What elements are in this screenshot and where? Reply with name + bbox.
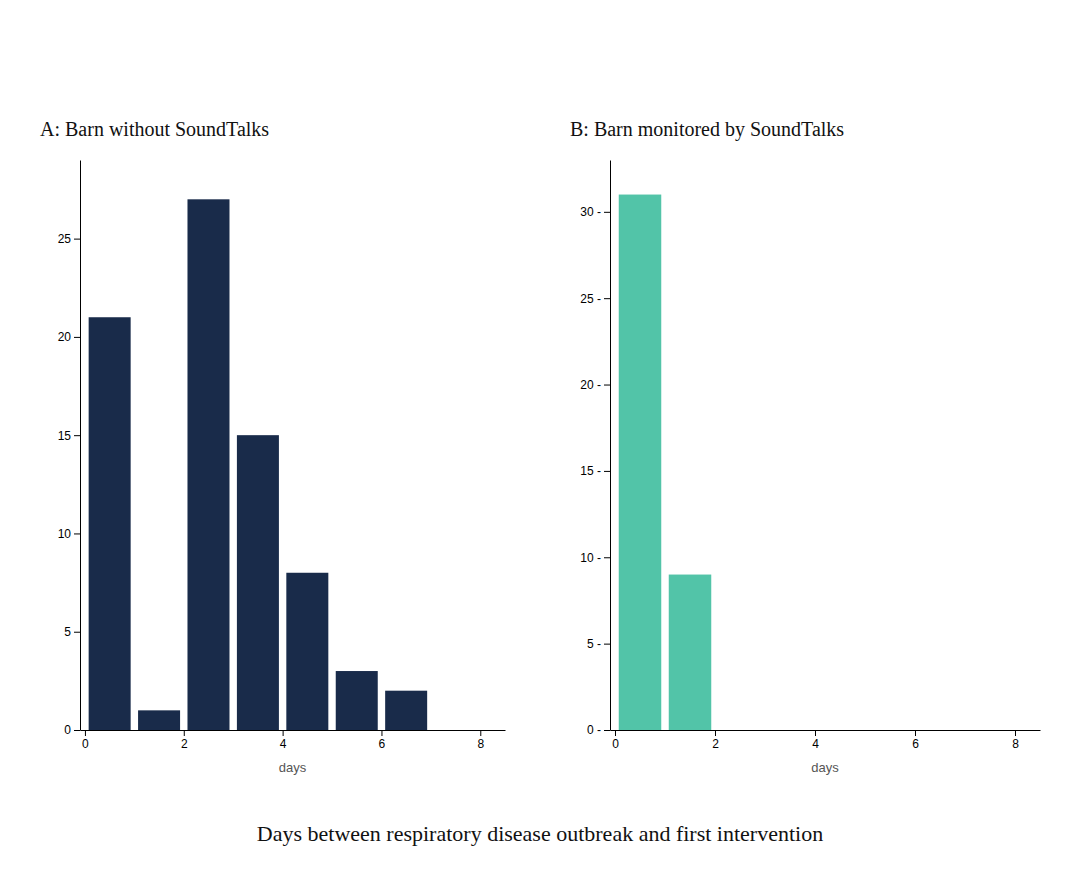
bar (237, 435, 279, 730)
tick: 2 (712, 730, 719, 751)
chart-title: B: Barn monitored by SoundTalks (570, 118, 844, 141)
tick-label: 0 (82, 737, 89, 751)
tick-label: 0 - (587, 723, 601, 737)
tick-mark (604, 385, 610, 386)
tick: 15 (58, 429, 80, 443)
tick-label: 2 (712, 737, 719, 751)
tick: 0 - (587, 723, 610, 737)
tick-label: 0 (612, 737, 619, 751)
tick-mark (604, 730, 610, 731)
tick-mark (615, 730, 616, 736)
tick-mark (283, 730, 284, 736)
tick-label: 5 - (587, 637, 601, 651)
tick: 25 - (580, 292, 610, 306)
x-axis: 0 2 4 6 8 (81, 730, 506, 751)
tick-mark (74, 533, 80, 534)
tick-label: 0 (64, 723, 71, 737)
bar (336, 671, 378, 730)
tick-label: 10 - (580, 551, 601, 565)
tick-mark (604, 298, 610, 299)
axis-label: days (811, 760, 839, 775)
tick: 30 - (580, 205, 610, 219)
bars (89, 199, 428, 730)
bar (385, 691, 427, 730)
bar (286, 573, 328, 730)
tick-mark (604, 212, 610, 213)
tick: 15 - (580, 464, 610, 478)
bar (619, 195, 662, 730)
tick-mark (85, 730, 86, 736)
panel: 0 2 4 6 8 0 - 5 - 10 - 15 - 20 - 25 - 30 - days B: Ba… (570, 118, 1041, 775)
chart-title: A: Barn without SoundTalks (40, 118, 269, 140)
tick: 10 - (580, 551, 610, 565)
tick-mark (74, 337, 80, 338)
figure: 024680510152025daysA: Barn without Sound… (0, 0, 1080, 889)
tick-mark (74, 632, 80, 633)
tick-mark (915, 730, 916, 736)
tick: 8 (477, 730, 484, 751)
tick: 6 (912, 730, 919, 751)
tick-mark (1015, 730, 1016, 736)
tick-label: 5 (64, 625, 71, 639)
tick-label: 2 (181, 737, 188, 751)
tick: 4 (812, 730, 819, 751)
x-axis: 0 2 4 6 8 (611, 730, 1041, 751)
tick-mark (604, 471, 610, 472)
tick: 8 (1012, 730, 1019, 751)
tick-label: 8 (477, 737, 484, 751)
tick-label: 4 (812, 737, 819, 751)
tick-label: 10 (58, 527, 72, 541)
panel: 0 2 4 6 8 0 5 10 15 20 25 days A: Barn without Sound… (40, 118, 506, 775)
tick-label: 15 (58, 429, 72, 443)
tick: 2 (181, 730, 188, 751)
tick-label: 25 - (580, 292, 601, 306)
tick-label: 6 (912, 737, 919, 751)
tick-label: 4 (280, 737, 287, 751)
tick-label: 25 (58, 232, 72, 246)
axis-line (611, 730, 1041, 731)
tick-mark (815, 730, 816, 736)
tick-label: 6 (379, 737, 386, 751)
axis-line (81, 730, 506, 731)
tick-label: 20 (58, 330, 72, 344)
tick: 4 (280, 730, 287, 751)
y-axis: 0 5 10 15 20 25 (58, 161, 81, 738)
axis-line (80, 161, 81, 731)
tick: 6 (379, 730, 386, 751)
tick: 5 - (587, 637, 610, 651)
tick-mark (604, 644, 610, 645)
tick-mark (480, 730, 481, 736)
tick-label: 15 - (580, 464, 601, 478)
tick: 5 (64, 625, 80, 639)
bars (619, 195, 712, 730)
bar (187, 199, 229, 730)
y-axis: 0 - 5 - 10 - 15 - 20 - 25 - 30 - (580, 161, 610, 738)
tick: 0 (82, 730, 89, 751)
bar (138, 710, 180, 730)
tick: 20 (58, 330, 80, 344)
tick: 0 (64, 723, 80, 737)
bar (89, 317, 131, 730)
tick: 20 - (580, 378, 610, 392)
tick-mark (184, 730, 185, 736)
tick: 0 (612, 730, 619, 751)
tick: 25 (58, 232, 80, 246)
axis-line (610, 161, 611, 731)
tick-mark (74, 435, 80, 436)
tick-mark (715, 730, 716, 736)
tick-mark (381, 730, 382, 736)
tick-label: 20 - (580, 378, 601, 392)
tick: 10 (58, 527, 80, 541)
tick-mark (74, 730, 80, 731)
shared-axis-label: Days between respiratory disease outbrea… (257, 821, 823, 846)
tick-label: 8 (1012, 737, 1019, 751)
axis-label: days (279, 760, 307, 775)
bar (669, 575, 712, 730)
tick-mark (604, 557, 610, 558)
tick-label: 30 - (580, 205, 601, 219)
tick-mark (74, 239, 80, 240)
